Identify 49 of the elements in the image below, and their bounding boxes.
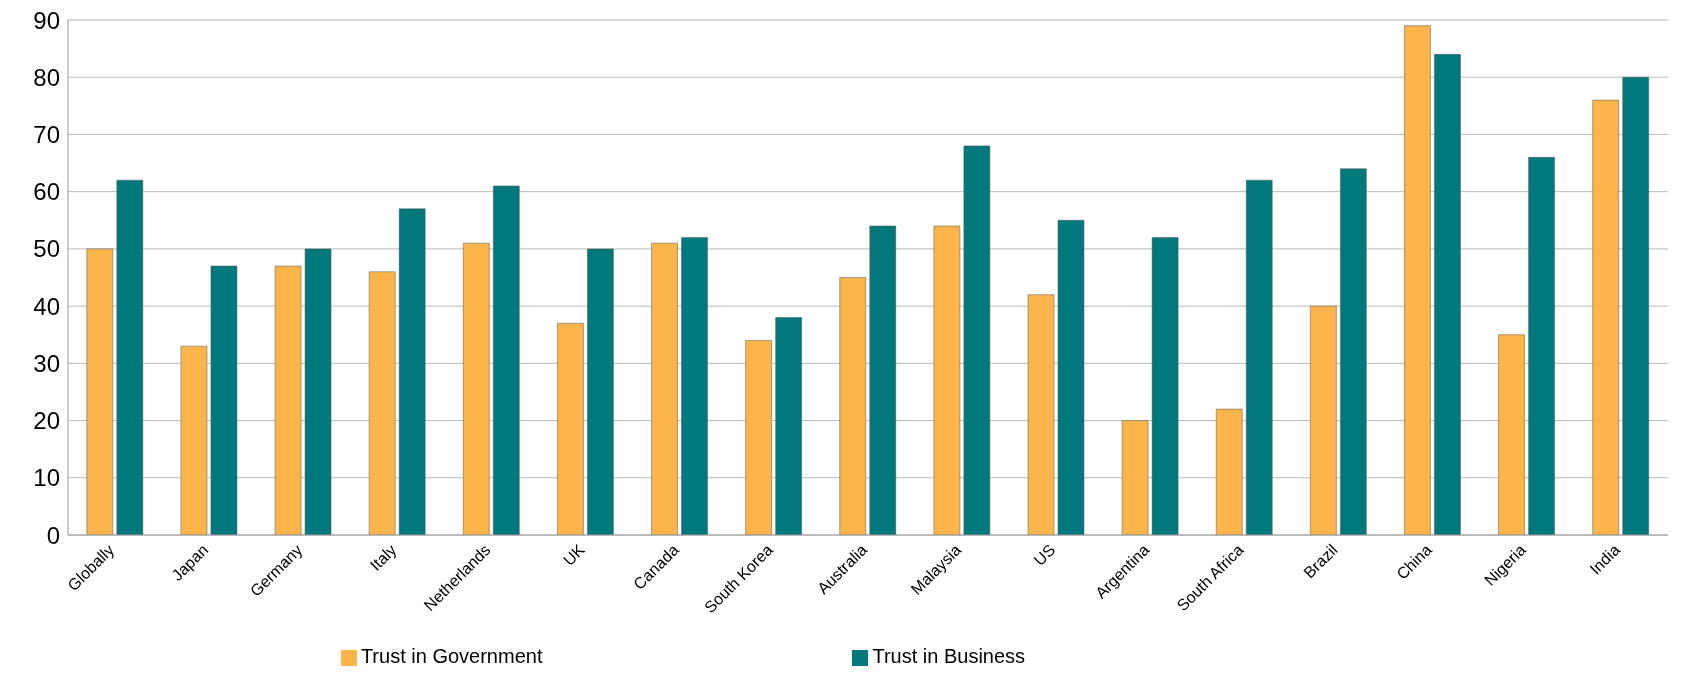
bar: [963, 145, 991, 535]
bar: [304, 248, 332, 535]
bar: [839, 277, 867, 535]
bar: [1215, 408, 1243, 535]
bar: [1121, 420, 1149, 535]
bar: [651, 242, 678, 535]
bar: [1340, 168, 1367, 535]
x-tick-label: US: [1030, 541, 1059, 569]
x-tick-label: Italy: [366, 541, 400, 574]
y-tick-label: 60: [33, 178, 60, 206]
y-tick-label: 50: [33, 235, 60, 263]
y-tick-label: 10: [33, 464, 60, 492]
bar: [1622, 76, 1649, 535]
y-tick-label: 40: [33, 292, 60, 320]
bar: [398, 208, 426, 535]
y-tick-label: 70: [33, 120, 60, 148]
bar: [463, 242, 490, 535]
bar: [587, 248, 614, 535]
y-tick-label: 90: [33, 6, 60, 34]
bar: [1434, 54, 1461, 535]
legend-label: Trust in Business: [872, 645, 1026, 667]
bar: [493, 185, 520, 535]
bar: [1151, 237, 1179, 535]
bar: [86, 248, 114, 535]
x-tick-label: UK: [560, 540, 588, 569]
bar: [933, 225, 961, 535]
bar: [775, 317, 802, 535]
bar: [1498, 334, 1525, 535]
bar: [1057, 220, 1085, 535]
legend-label: Trust in Government: [360, 645, 543, 667]
y-tick-label: 30: [33, 349, 60, 377]
bar: [1404, 25, 1431, 535]
bar: [1592, 99, 1619, 535]
bar: [1528, 157, 1555, 535]
bar: [116, 179, 144, 535]
bar: [745, 340, 772, 535]
bar: [681, 237, 708, 535]
y-tick-label: 20: [33, 407, 60, 435]
bar: [368, 271, 396, 535]
y-tick-label: 80: [33, 63, 60, 91]
bar: [210, 265, 238, 535]
y-tick-label: 0: [46, 521, 60, 549]
bar: [274, 265, 302, 535]
bar: [1310, 305, 1337, 535]
bar: [1245, 179, 1273, 535]
bar: [557, 323, 584, 535]
bar: [1027, 294, 1055, 535]
bar: [869, 225, 897, 535]
bar: [180, 345, 208, 535]
